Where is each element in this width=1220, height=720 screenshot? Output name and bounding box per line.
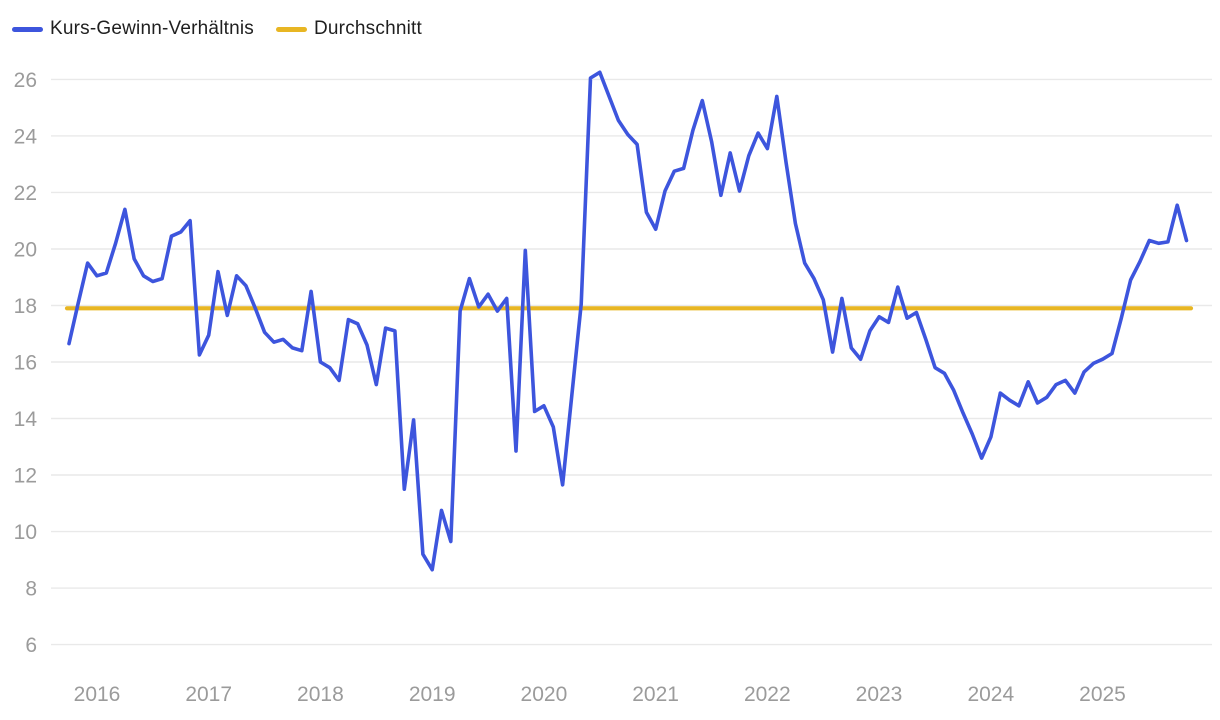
x-tick-label: 2021 <box>632 683 679 706</box>
x-tick-label: 2022 <box>744 683 791 706</box>
x-tick-label: 2023 <box>856 683 903 706</box>
y-tick-label: 14 <box>14 408 38 431</box>
y-tick-label: 22 <box>14 182 37 205</box>
legend-label-series: Kurs-Gewinn-Verhältnis <box>50 18 254 39</box>
y-tick-label: 12 <box>14 465 37 488</box>
y-tick-label: 8 <box>25 578 37 601</box>
chart-legend: Kurs-Gewinn-Verhältnis Durchschnitt <box>12 18 422 40</box>
x-tick-label: 2024 <box>967 683 1014 706</box>
x-tick-label: 2018 <box>297 683 344 706</box>
y-tick-label: 6 <box>25 634 37 657</box>
legend-label-average: Durchschnitt <box>313 18 422 39</box>
legend-item-kurs-gewinn-verhaeltnis[interactable]: Kurs-Gewinn-Verhältnis <box>12 18 254 40</box>
x-tick-label: 2019 <box>409 683 456 706</box>
x-tick-label: 2016 <box>74 683 121 706</box>
y-tick-label: 24 <box>14 125 38 148</box>
legend-item-durchschnitt[interactable]: Durchschnitt <box>275 18 422 40</box>
x-tick-label: 2020 <box>521 683 568 706</box>
y-tick-label: 26 <box>14 69 37 92</box>
y-gridlines <box>51 78 1212 646</box>
x-axis-labels: 2016 2017 2018 2019 2020 2021 2022 2023 2024 2025 <box>74 683 1126 706</box>
y-axis-labels: 6 8 10 12 14 16 18 20 22 24 26 <box>14 69 38 657</box>
y-tick-label: 16 <box>14 352 37 375</box>
legend-swatch-average-icon <box>275 26 307 32</box>
y-tick-label: 20 <box>14 239 37 262</box>
legend-swatch-series-icon <box>12 26 43 32</box>
x-tick-label: 2025 <box>1079 683 1126 706</box>
x-tick-label: 2017 <box>185 683 232 706</box>
series-line <box>67 70 1189 572</box>
y-tick-label: 18 <box>14 295 37 318</box>
y-tick-label: 10 <box>14 521 37 544</box>
